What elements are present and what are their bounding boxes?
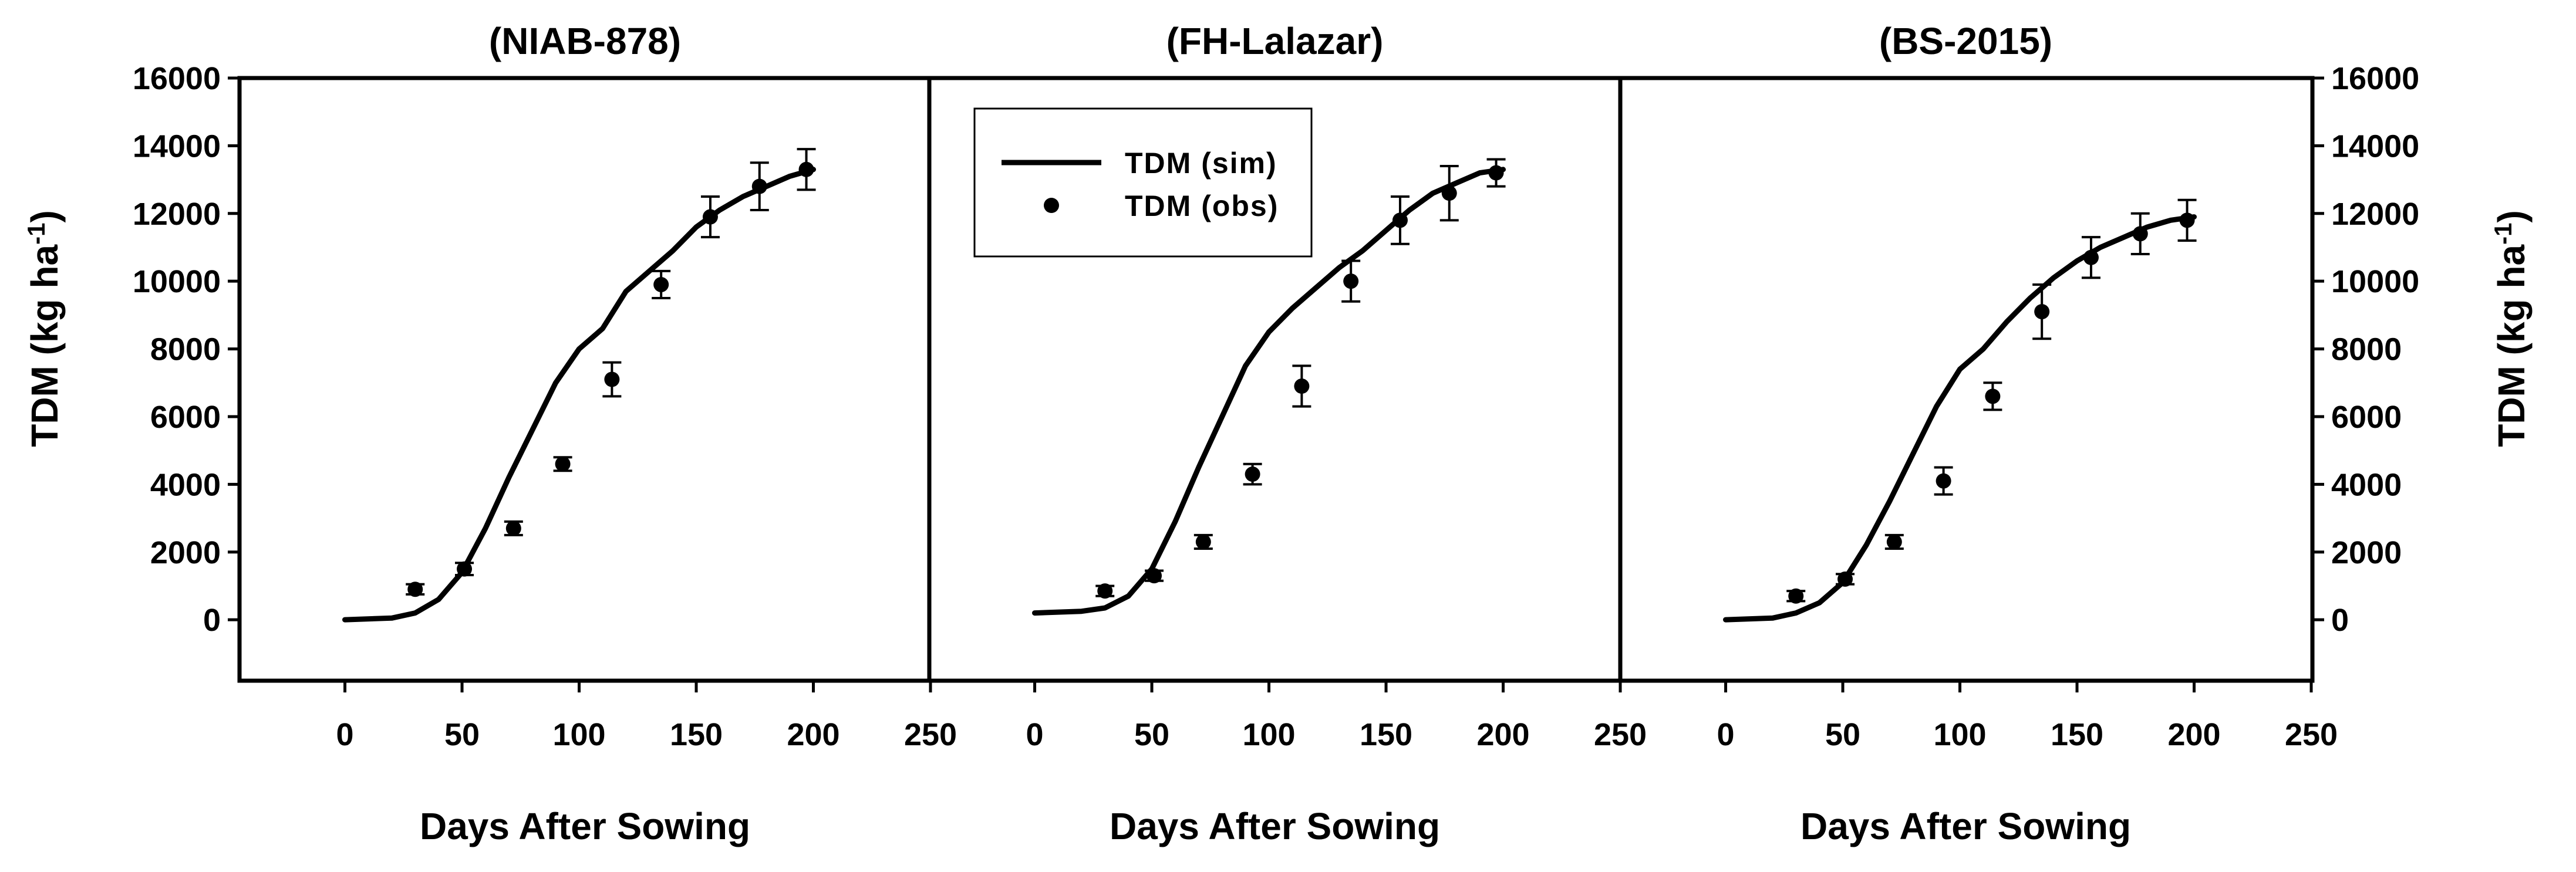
obs-point [1837,571,1853,587]
x-tick-label: 250 [1594,717,1647,752]
obs-point [1343,273,1359,289]
panel-title: (NIAB-878) [489,20,681,62]
obs-point [1788,588,1804,604]
x-tick-label: 100 [1933,717,1986,752]
sim-series-line [1723,214,2197,623]
y-tick-label-right: 16000 [2331,61,2419,96]
obs-point [2179,212,2195,228]
obs-point [798,161,814,177]
y-tick-label-left: 0 [203,603,221,638]
obs-point [1147,568,1162,584]
obs-point [1294,378,1310,394]
y-tick-label-left: 4000 [150,467,221,502]
y-tick-label-left: 16000 [133,61,221,96]
x-tick-label: 50 [1825,717,1860,752]
x-tick-label: 50 [444,717,480,752]
obs-point [2132,226,2148,242]
x-tick-label: 0 [1717,717,1735,752]
x-axis-title: Days After Sowing [1800,805,2131,847]
y-tick-label-left: 6000 [150,400,221,435]
obs-point [604,371,620,387]
x-tick-label: 200 [787,717,839,752]
y-tick-label-left: 8000 [150,332,221,367]
y-tick-label-right: 4000 [2331,467,2402,502]
x-tick-label: 200 [2167,717,2220,752]
x-tick-label: 0 [1026,717,1044,752]
panel-title: (BS-2015) [1879,20,2052,62]
obs-point [407,582,423,597]
obs-point [1441,185,1457,201]
x-tick-label: 150 [670,717,723,752]
obs-point [653,276,669,292]
x-tick-label: 100 [1242,717,1295,752]
x-tick-label: 250 [904,717,957,752]
obs-point [505,521,521,536]
obs-point [1985,388,2001,404]
y-tick-label-right: 14000 [2331,129,2419,164]
x-tick-label: 50 [1134,717,1169,752]
y-tick-label-left: 12000 [133,197,221,232]
obs-point [457,561,473,577]
y-tick-label-left: 2000 [150,535,221,570]
obs-point [1097,583,1113,599]
panel-title: (FH-Lalazar) [1166,20,1384,62]
y-tick-label-right: 10000 [2331,264,2419,299]
sim-series-line [342,167,816,623]
y-axis-title-left: TDM (kg ha-1) [22,210,66,447]
legend-box [973,107,1313,258]
legend-obs-label: TDM (obs) [1125,190,1279,222]
x-axis-title: Days After Sowing [420,805,750,847]
y-tick-label-left: 14000 [133,129,221,164]
y-tick-label-right: 2000 [2331,535,2402,570]
x-tick-label: 250 [2285,717,2338,752]
obs-point [1488,165,1504,181]
x-tick-label: 100 [552,717,605,752]
y-axis-title-right: TDM (kg ha-1) [2489,210,2533,447]
y-tick-label-left: 10000 [133,264,221,299]
y-tick-label-right: 12000 [2331,197,2419,232]
plot-frame [237,76,2315,683]
obs-point [1195,534,1211,550]
x-axis-title: Days After Sowing [1110,805,1440,847]
x-tick-label: 200 [1476,717,1529,752]
x-tick-label: 150 [1360,717,1412,752]
obs-point [1392,212,1408,228]
obs-point [1245,467,1260,482]
y-tick-label-right: 6000 [2331,400,2402,435]
obs-point [1886,534,1902,550]
obs-point [1936,473,1951,489]
y-tick-label-right: 0 [2331,603,2349,638]
y-tick-label-right: 8000 [2331,332,2402,367]
obs-point [2083,249,2099,265]
x-tick-label: 0 [336,717,354,752]
obs-point [751,178,767,194]
legend-obs-swatch [1044,198,1059,213]
obs-point [555,456,571,472]
legend-sim-label: TDM (sim) [1125,147,1277,180]
obs-point [2034,304,2050,320]
obs-point [702,209,718,225]
sim-series-line [1032,167,1506,616]
x-tick-label: 150 [2051,717,2103,752]
